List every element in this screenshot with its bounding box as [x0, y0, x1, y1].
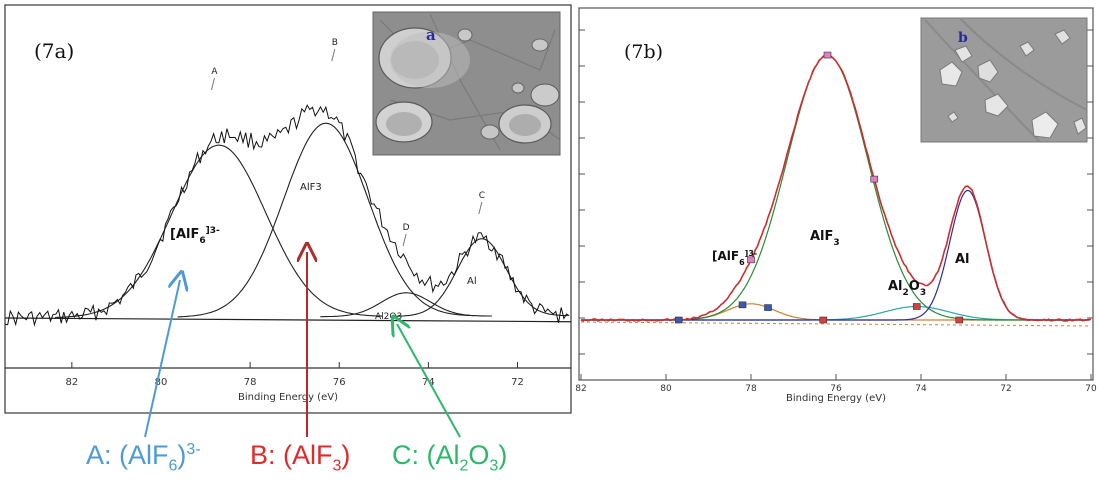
panel-7b-x-axis-label: Binding Energy (eV): [786, 393, 886, 404]
panel-7a-peak-marker-line: [478, 201, 483, 215]
panel-7a-label: (7a): [34, 39, 74, 63]
panel-7b: 82 80 78 76 74 72 70 Binding Energy (eV) (7b) …: [575, 7, 1097, 404]
panel-7b-fit-handle: [870, 175, 879, 183]
legend-b-text: B: (AlF3): [250, 440, 351, 475]
panel-7b-fit-handle: [819, 316, 828, 324]
panel-7a-peak-marker-line: [402, 233, 407, 247]
panel-7b-envelope: [580, 54, 1092, 322]
legend-a-text: A: (AlF6)3-: [86, 440, 201, 475]
arrow-a: [144, 280, 180, 438]
legend-c-text: C: (Al2O3): [392, 440, 508, 475]
panel-7b-al2o3-annotation: Al2O3: [888, 279, 926, 298]
panel-7b-curves: [580, 51, 1092, 327]
panel-7b-fit-handle: [764, 304, 772, 311]
panel-7a-peak-marker-C: C: [479, 191, 485, 201]
panel-7b-x-tick-label: 80: [660, 384, 672, 394]
panel-7b-label: (7b): [624, 41, 663, 63]
panel-7a-peak-marker-B: B: [332, 38, 338, 48]
panel-7a-x-tick-label: 82: [65, 377, 78, 388]
panel-7a-x-tick-label: 76: [333, 377, 346, 388]
panel-7b-y-ticks: [579, 29, 1093, 355]
panel-7b-fit-handle: [674, 316, 683, 324]
panel-7a-peak-A: [55, 144, 383, 318]
panel-7b-frame: [578, 7, 1094, 381]
panel-7b-fit-handle: [955, 316, 964, 324]
panel-7b-x-ticks: 82 80 78 76 74 72 70: [575, 374, 1097, 394]
panel-7b-fit-handle: [747, 256, 755, 264]
panel-7b-alf6-annotation: [AlF6]3-: [712, 249, 757, 267]
panel-7b-alf3-annotation: AlF3: [810, 229, 840, 248]
panel-7a-peak-marker-line: [331, 48, 336, 62]
panel-7a-x-ticks: 82 80 78 76 74 72: [65, 362, 524, 388]
panel-7a-peak-B: [177, 122, 475, 318]
panel-7b-al-annotation: Al: [955, 252, 970, 267]
panel-7a-peak-C: [320, 292, 492, 318]
panel-7a-alf6-annotation: [AlF6]3-: [170, 226, 220, 246]
arrow-c: [397, 324, 461, 438]
panel-7b-fit-handle: [738, 301, 747, 309]
panel-7a-x-tick-label: 78: [244, 377, 257, 388]
panel-7b-x-tick-label: 82: [575, 384, 586, 394]
panel-7a-baseline: [4, 317, 572, 323]
panel-7b-sem-inset: b: [920, 17, 1088, 143]
panel-7a-peak-marker-D: D: [403, 223, 410, 233]
panel-7a-sem-inset: a: [372, 11, 561, 156]
panel-7a-x-tick-label: 80: [155, 377, 168, 388]
panel-7a-envelope: [4, 104, 570, 327]
panel-7a-peak-D: [396, 238, 568, 317]
panel-7b-x-tick-label: 70: [1085, 384, 1097, 394]
panel-7a-alf3-annotation: AlF3: [300, 182, 322, 193]
panel-7b-x-tick-label: 78: [745, 384, 757, 394]
panel-7a-curves: [4, 104, 572, 327]
panel-7b-x-tick-label: 76: [830, 384, 842, 394]
panel-7b-fit-handle: [912, 303, 921, 310]
panel-7a-peak-marker-A: A: [211, 67, 218, 77]
panel-7b-fit-handle: [823, 51, 832, 59]
panel-7a-x-tick-label: 72: [511, 377, 524, 388]
panel-7a-al2o3-annotation: Al2O3: [375, 312, 402, 322]
legend-arrows: [144, 252, 461, 438]
panel-7a-peak-marker-line: [210, 77, 215, 91]
panel-7a-al-annotation: Al: [467, 276, 477, 287]
panel-7b-x-tick-label: 74: [915, 384, 927, 394]
inset-b-label: b: [958, 30, 968, 46]
panel-7a-peak-markers: A B D C: [210, 38, 485, 247]
panel-7a-x-axis-label: Binding Energy (eV): [238, 392, 338, 403]
panel-7a: 82 80 78 76 74 72 Binding Energy (eV) (7a) A B…: [4, 4, 572, 414]
panel-7b-x-tick-label: 72: [1000, 384, 1011, 394]
panel-7a-x-tick-label: 74: [422, 377, 435, 388]
inset-a-label: a: [426, 26, 436, 44]
panel-7b-baseline: [580, 321, 1092, 327]
